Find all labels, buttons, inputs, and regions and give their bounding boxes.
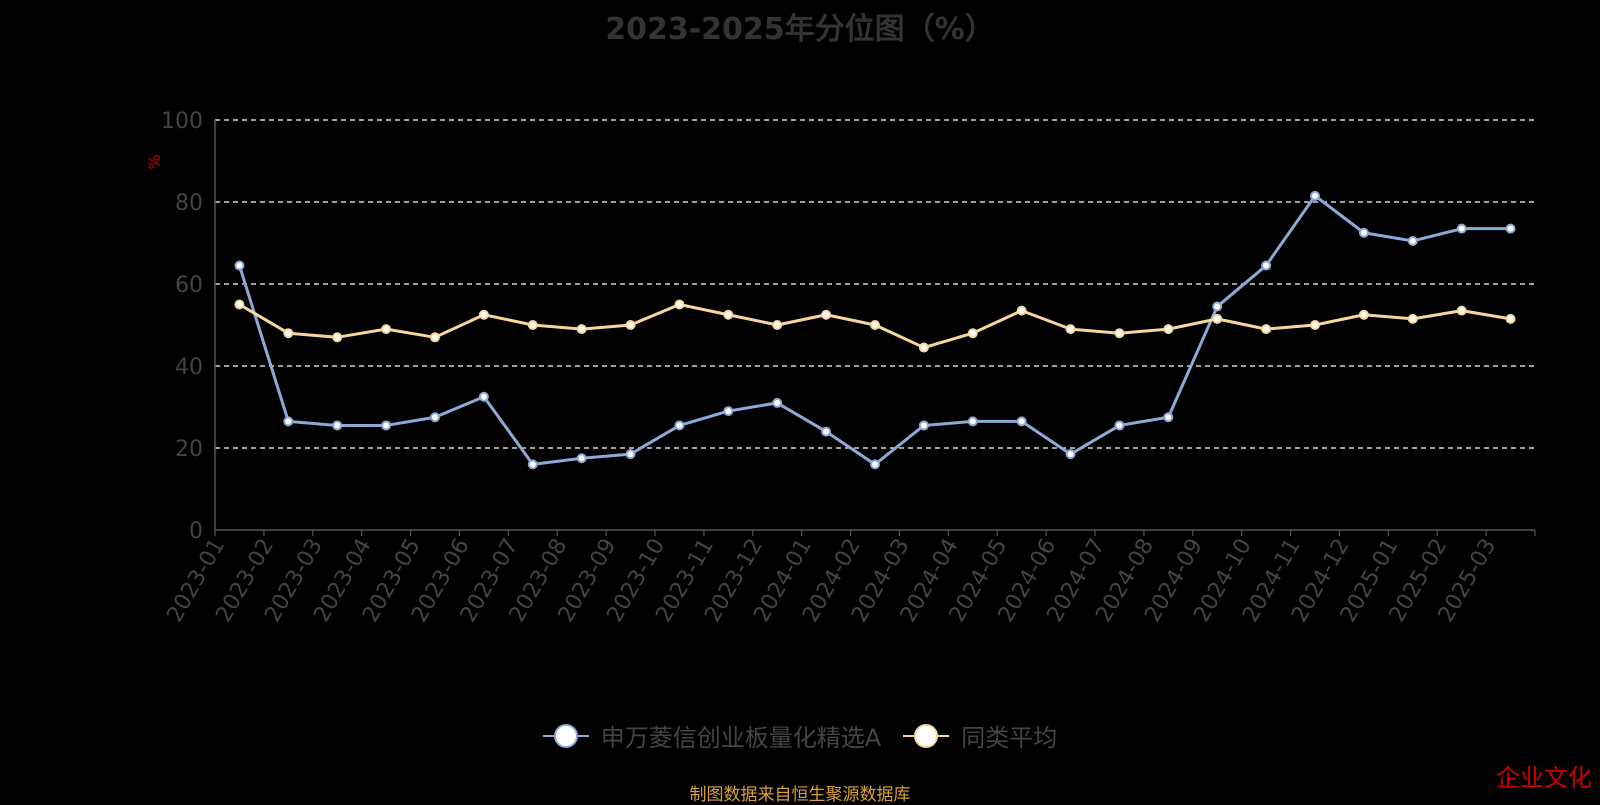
data-point-series-1-2024-02	[870, 459, 880, 470]
data-point-series-2-2025-01	[1407, 313, 1418, 324]
data-point-series-2-2024-05	[1016, 305, 1027, 316]
data-point-series-2-2024-06	[1065, 324, 1076, 335]
legend-marker-series-1	[542, 723, 589, 748]
legend-label-series-1: 申万菱信创业板量化精选A	[600, 724, 882, 752]
source-note: 制图数据来自恒生聚源数据库	[689, 785, 911, 805]
y-tick-label-0: 0	[189, 519, 203, 544]
data-point-series-1-2024-12	[1358, 227, 1369, 238]
legend-item-series-2[interactable]: 同类平均	[903, 718, 1057, 753]
data-point-series-1-2024-04	[967, 416, 978, 427]
data-point-series-1-2024-05	[1016, 416, 1027, 427]
data-point-series-1-2023-06	[478, 391, 489, 402]
data-point-series-1-2024-01	[821, 426, 832, 437]
data-point-series-2-2023-05	[430, 332, 440, 343]
y-tick-label-80: 80	[175, 191, 203, 216]
data-point-series-1-2023-12	[772, 397, 783, 408]
data-point-series-1-2024-08	[1163, 412, 1174, 423]
data-point-series-2-2023-06	[478, 309, 489, 320]
data-point-series-2-2024-03	[918, 342, 929, 353]
data-point-series-2-2024-12	[1358, 309, 1369, 320]
data-point-series-1-2025-03	[1505, 223, 1516, 234]
data-point-series-2-2024-09	[1212, 313, 1223, 324]
legend: 申万菱信创业板量化精选A 同类平均	[0, 718, 1600, 753]
data-point-series-2-2024-04	[967, 328, 978, 339]
data-point-series-1-2023-10	[674, 420, 685, 431]
legend-marker-series-2	[903, 723, 950, 748]
y-axis-label: %	[145, 154, 164, 169]
data-point-series-2-2023-04	[381, 324, 392, 335]
data-point-series-2-2024-07	[1114, 328, 1125, 339]
data-point-series-2-2023-02	[283, 328, 294, 339]
data-point-series-2-2025-03	[1505, 313, 1516, 324]
data-point-series-1-2023-03	[332, 420, 343, 431]
data-point-series-1-2024-10	[1261, 260, 1272, 271]
data-point-series-2-2023-08	[576, 324, 587, 335]
data-point-series-1-2024-06	[1065, 449, 1076, 460]
data-point-series-2-2023-10	[674, 299, 685, 310]
data-point-series-1-2023-02	[283, 416, 294, 427]
y-tick-label-100: 100	[161, 109, 203, 134]
data-point-series-2-2024-10	[1261, 324, 1272, 335]
data-point-series-1-2023-09	[625, 449, 636, 460]
data-point-series-1-2024-07	[1114, 420, 1125, 431]
data-point-series-2-2023-07	[527, 320, 538, 330]
data-point-series-1-2024-03	[918, 420, 929, 431]
data-point-series-1-2023-04	[381, 420, 392, 431]
y-tick-label-60: 60	[175, 273, 203, 298]
data-point-series-2-2024-08	[1163, 324, 1174, 335]
y-tick-label-40: 40	[175, 355, 203, 380]
data-point-series-2-2023-01	[234, 299, 245, 310]
data-point-series-1-2025-01	[1407, 235, 1418, 246]
y-tick-label-20: 20	[175, 437, 203, 462]
line-chart: 0204060801002023-012023-022023-032023-04…	[145, 109, 1536, 627]
legend-label-series-2: 同类平均	[961, 724, 1058, 752]
data-point-series-2-2025-02	[1456, 305, 1467, 316]
data-point-series-2-2023-09	[625, 320, 636, 330]
data-point-series-2-2024-01	[821, 309, 832, 320]
data-point-series-2-2024-11	[1310, 320, 1320, 330]
data-point-series-2-2023-11	[723, 309, 734, 320]
data-point-series-1-2023-08	[576, 453, 587, 464]
data-point-series-1-2025-02	[1456, 223, 1467, 234]
data-point-series-1-2023-11	[723, 406, 734, 417]
series-line-1	[238, 194, 1511, 466]
data-point-series-1-2023-05	[430, 412, 440, 423]
watermark: 企业文化	[1496, 764, 1592, 792]
data-point-series-2-2024-02	[870, 320, 880, 330]
data-point-series-2-2023-12	[772, 320, 783, 330]
data-point-series-1-2024-11	[1310, 190, 1320, 201]
data-point-series-1-2024-09	[1212, 301, 1223, 312]
legend-item-series-1[interactable]: 申万菱信创业板量化精选A	[542, 718, 882, 753]
data-point-series-1-2023-01	[234, 260, 245, 271]
chart-title: 2023-2025年分位图（%）	[605, 12, 995, 47]
data-point-series-2-2023-03	[332, 332, 343, 343]
data-point-series-1-2023-07	[527, 459, 538, 470]
